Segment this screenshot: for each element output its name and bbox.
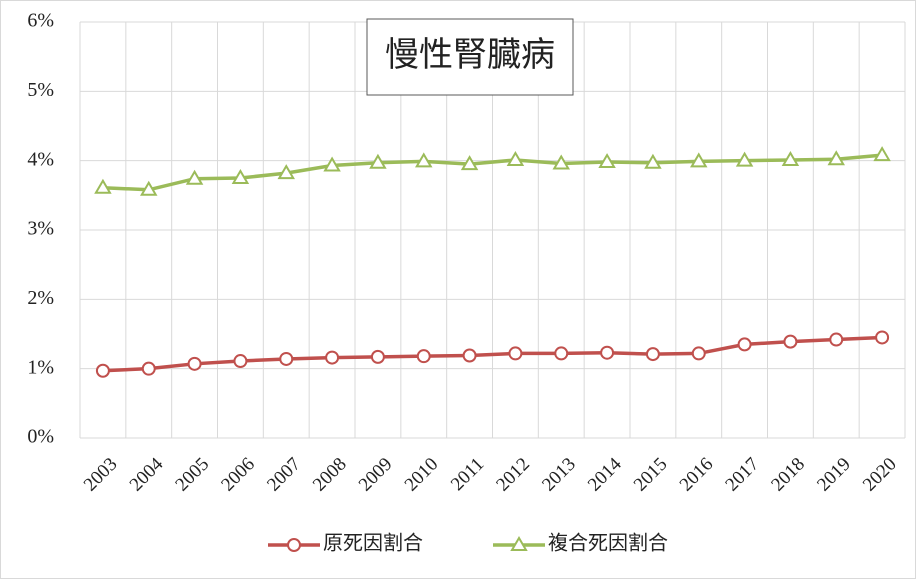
series-line [102, 335, 883, 373]
marker [598, 153, 616, 169]
legend-marker [287, 538, 301, 552]
marker [783, 334, 798, 349]
marker [325, 350, 340, 365]
marker [645, 347, 660, 362]
marker [644, 153, 662, 169]
marker [462, 348, 477, 363]
marker [508, 346, 523, 361]
marker [554, 346, 569, 361]
marker [233, 354, 248, 369]
legend-marker [510, 536, 528, 551]
legend-label: 複合死因割合 [548, 532, 668, 555]
series-line [102, 153, 883, 192]
marker [369, 153, 387, 169]
marker [781, 150, 800, 166]
legend-label: 原死因割合 [323, 532, 423, 555]
marker [370, 349, 385, 364]
marker [600, 345, 615, 360]
y-tick-label: 1% [27, 356, 54, 378]
marker [141, 361, 156, 376]
marker [691, 346, 706, 361]
y-tick-label: 6% [27, 10, 54, 32]
marker [460, 155, 479, 171]
marker [873, 146, 891, 162]
y-tick-label: 0% [27, 426, 54, 448]
marker [185, 169, 204, 185]
marker [95, 363, 110, 378]
y-tick-label: 2% [27, 287, 54, 309]
marker [277, 164, 295, 180]
marker [506, 150, 525, 166]
y-tick-label: 5% [27, 79, 54, 101]
y-tick-label: 4% [27, 148, 54, 170]
marker [187, 356, 202, 371]
marker [827, 150, 845, 166]
marker [323, 156, 341, 172]
marker [415, 152, 433, 168]
marker [231, 169, 250, 184]
marker [416, 349, 431, 364]
marker [552, 154, 570, 170]
marker [94, 178, 112, 194]
marker [140, 180, 158, 196]
marker [875, 330, 890, 345]
title-box [366, 18, 574, 96]
marker [690, 152, 708, 168]
marker [279, 351, 294, 366]
marker [829, 332, 844, 347]
marker [737, 337, 752, 352]
marker [735, 151, 754, 167]
chart-title: 慢性腎臓病 [385, 36, 555, 74]
y-tick-label: 3% [27, 218, 54, 240]
